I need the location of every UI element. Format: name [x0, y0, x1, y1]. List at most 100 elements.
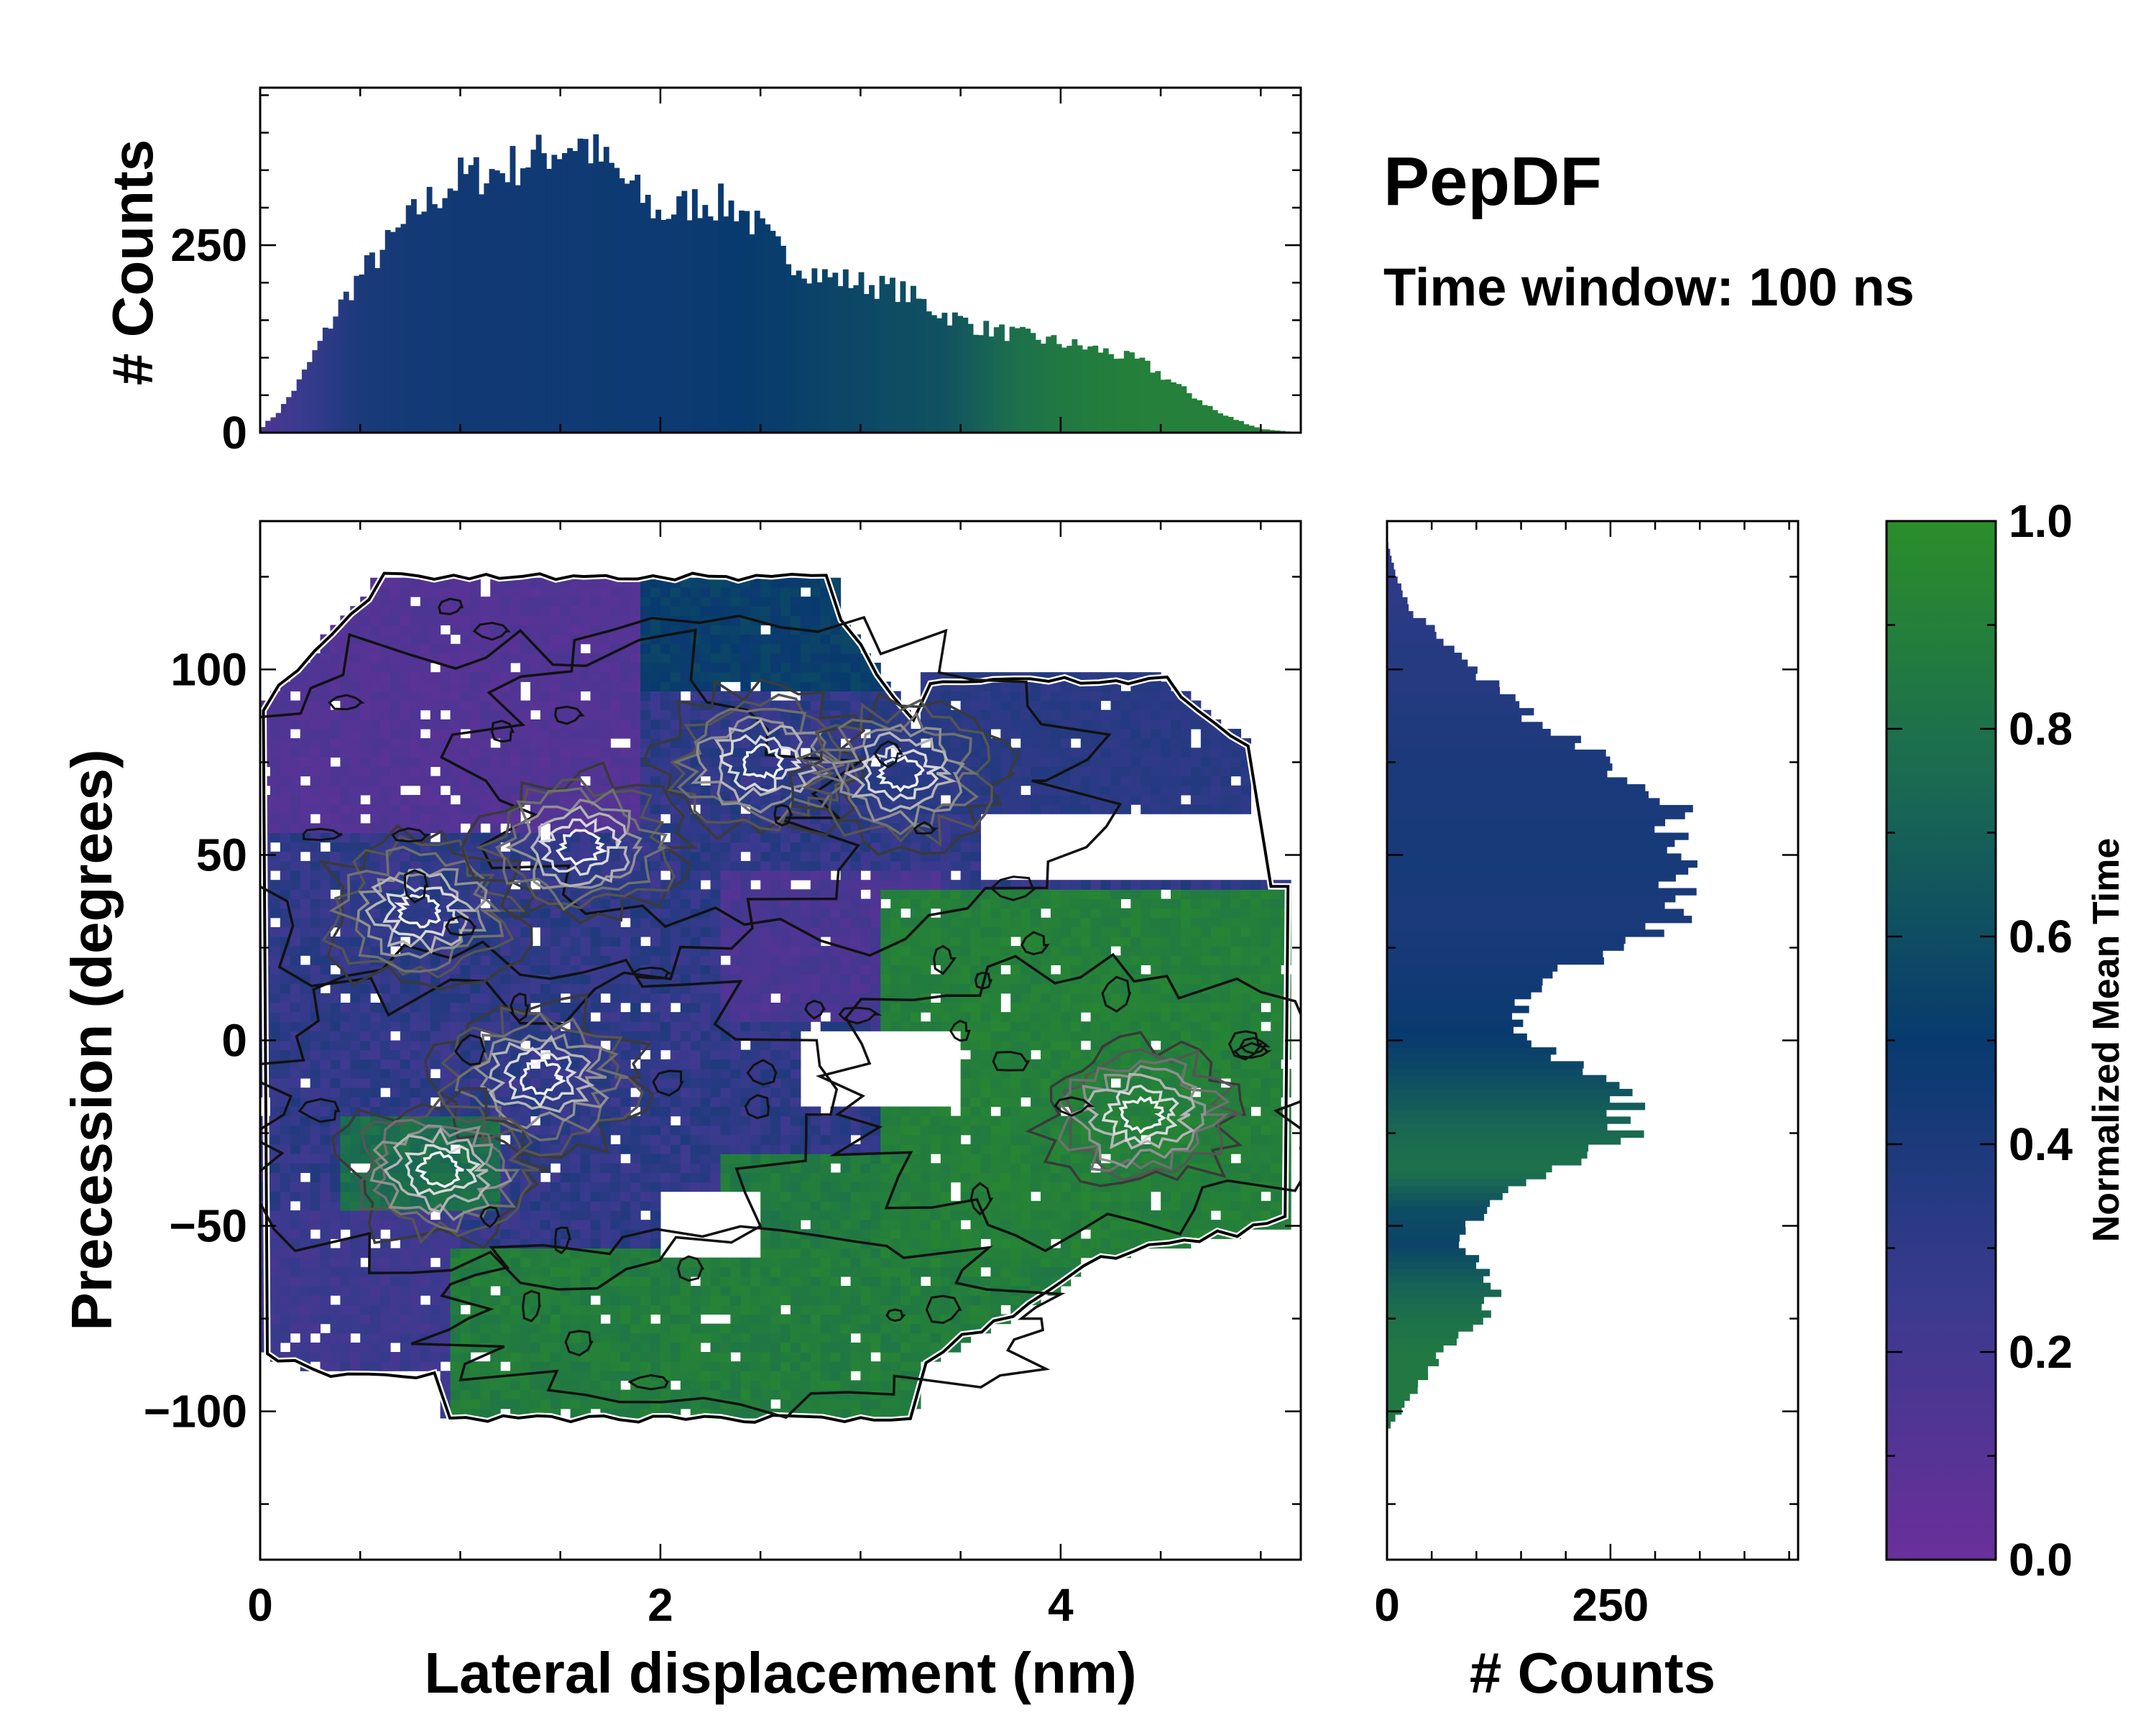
- heatmap-cell: [330, 766, 341, 777]
- heatmap-cell: [470, 1154, 481, 1164]
- heatmap-cell: [510, 597, 521, 607]
- top-histogram-bar: [442, 198, 448, 433]
- heatmap-cell: [690, 974, 701, 985]
- heatmap-cell: [780, 1389, 791, 1400]
- heatmap-cell: [620, 937, 631, 947]
- heatmap-cell: [410, 1257, 421, 1268]
- heatmap-cell: [370, 1323, 381, 1334]
- heatmap-cell: [820, 1154, 831, 1164]
- heatmap-cell: [840, 1163, 851, 1173]
- heatmap-cell: [420, 795, 431, 805]
- heatmap-cell: [700, 1021, 711, 1031]
- heatmap-cell: [680, 937, 691, 947]
- heatmap-cell: [380, 974, 391, 985]
- heatmap-cell: [660, 663, 671, 673]
- heatmap-cell: [720, 1172, 731, 1183]
- heatmap-cell: [360, 1012, 371, 1022]
- heatmap-cell: [510, 1078, 521, 1088]
- heatmap-cell: [320, 719, 331, 730]
- heatmap-cell: [680, 955, 691, 965]
- heatmap-cell: [370, 1087, 381, 1098]
- heatmap-cell: [280, 1003, 291, 1013]
- heatmap-cell: [660, 1144, 671, 1154]
- heatmap-cell: [770, 643, 781, 654]
- heatmap-cell: [330, 870, 341, 880]
- heatmap-cell: [340, 1257, 351, 1268]
- heatmap-cell: [830, 1248, 842, 1259]
- heatmap-cell: [790, 983, 801, 994]
- heatmap-cell: [400, 1342, 411, 1353]
- heatmap-cell: [530, 1399, 541, 1409]
- heatmap-cell: [620, 1342, 631, 1353]
- heatmap-cell: [520, 1266, 531, 1277]
- top-histogram-frame: [259, 86, 1302, 434]
- heatmap-cell: [720, 766, 731, 777]
- heatmap-cell: [290, 870, 301, 880]
- heatmap-cell: [270, 937, 281, 947]
- heatmap-cell: [740, 955, 751, 965]
- heatmap-cell: [390, 1361, 401, 1371]
- heatmap-cell: [430, 804, 441, 814]
- heatmap-cell: [750, 1408, 761, 1419]
- heatmap-cell: [790, 851, 801, 862]
- heatmap-cell: [830, 1172, 842, 1183]
- heatmap-cell: [330, 1314, 341, 1325]
- heatmap-cell: [430, 625, 441, 635]
- heatmap-cell: [720, 870, 731, 880]
- heatmap-cell: [440, 1116, 451, 1126]
- heatmap-cell: [520, 842, 531, 852]
- heatmap-cell: [820, 823, 831, 834]
- heatmap-cell: [340, 1097, 351, 1107]
- heatmap-cell: [420, 672, 431, 682]
- heatmap-cell: [590, 1399, 601, 1409]
- heatmap-cell: [410, 1352, 421, 1362]
- heatmap-cell: [750, 946, 761, 956]
- top-histogram-bar: [791, 275, 797, 433]
- heatmap-cell: [800, 1371, 811, 1381]
- heatmap-cell: [820, 1323, 831, 1334]
- heatmap-cell: [650, 587, 661, 597]
- heatmap-cell: [840, 1399, 851, 1409]
- heatmap-cell: [490, 663, 501, 673]
- heatmap-cell: [560, 672, 571, 682]
- heatmap-cell: [680, 1323, 691, 1334]
- heatmap-cell: [360, 983, 371, 994]
- heatmap-cell: [300, 1266, 311, 1277]
- heatmap-cell: [340, 729, 351, 739]
- heatmap-cell: [390, 1078, 401, 1088]
- heatmap-cell: [420, 1003, 431, 1013]
- heatmap-cell: [460, 804, 471, 814]
- heatmap-cell: [390, 795, 401, 805]
- heatmap-cell: [530, 1210, 541, 1220]
- top-histogram-bar: [993, 327, 1000, 433]
- heatmap-cell: [550, 634, 561, 645]
- heatmap-cell: [370, 1286, 381, 1296]
- heatmap-cell: [660, 1059, 671, 1070]
- heatmap-cell: [450, 1238, 461, 1249]
- heatmap-cell: [700, 1163, 711, 1173]
- heatmap-cell: [530, 625, 541, 635]
- heatmap-cell: [640, 700, 651, 711]
- heatmap-cell: [710, 1361, 721, 1371]
- heatmap-cell: [320, 1031, 331, 1041]
- heatmap-cell: [770, 577, 781, 588]
- heatmap-cell: [680, 1371, 691, 1381]
- heatmap-cell: [600, 729, 611, 739]
- heatmap-cell: [810, 946, 821, 956]
- heatmap-cell: [690, 993, 701, 1003]
- heatmap-cell: [550, 1049, 561, 1060]
- heatmap-cell: [340, 1172, 351, 1183]
- heatmap-cell: [740, 993, 751, 1003]
- heatmap-cell: [620, 1286, 631, 1296]
- heatmap-cell: [520, 870, 531, 880]
- heatmap-cell: [450, 653, 461, 663]
- heatmap-cell: [670, 1389, 681, 1400]
- heatmap-cell: [290, 1003, 301, 1013]
- heatmap-cell: [410, 700, 421, 711]
- heatmap-cell: [550, 1172, 561, 1183]
- heatmap-cell: [560, 1106, 571, 1117]
- heatmap-cell: [680, 880, 691, 890]
- heatmap-cell: [310, 1172, 321, 1183]
- heatmap-cell: [330, 729, 341, 739]
- heatmap-cell: [790, 672, 801, 682]
